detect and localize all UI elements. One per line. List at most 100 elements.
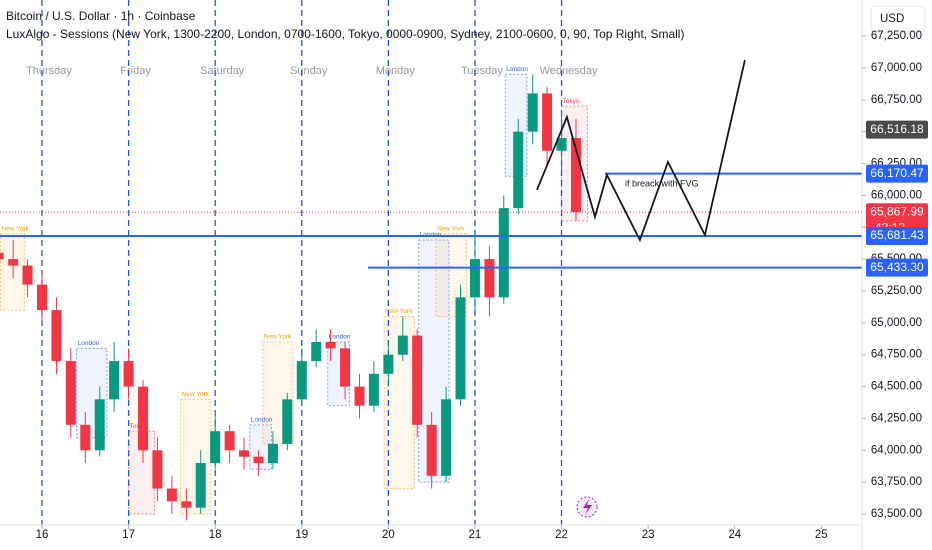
candle-body	[224, 431, 235, 451]
candle-body	[426, 424, 437, 476]
x-tick-label: 22	[555, 529, 568, 541]
candle-body	[354, 386, 365, 406]
candle-body	[109, 361, 120, 400]
price-tag	[866, 164, 928, 183]
y-tick-label: 66,000.00	[871, 189, 922, 201]
candle-body	[80, 424, 91, 451]
candle-body	[397, 335, 408, 355]
y-tick-label: 64,250.00	[871, 412, 922, 424]
candle-body	[556, 138, 567, 151]
price-tag-label: 65,681.43	[870, 228, 924, 242]
session-box	[0, 233, 26, 311]
price-tag-label: 65,867.99	[870, 204, 924, 218]
weekday-label: Friday	[120, 65, 151, 77]
currency-label[interactable]: USD	[880, 13, 904, 25]
candle-body	[239, 450, 250, 457]
candle-body	[0, 252, 4, 260]
candle-body	[296, 361, 307, 400]
candle-body	[455, 297, 466, 400]
candle-body	[65, 361, 76, 425]
candle-body	[253, 456, 264, 464]
session-label: New York	[385, 308, 413, 315]
lightning-icon	[576, 496, 598, 518]
y-tick-label: 67,000.00	[871, 62, 922, 74]
x-tick-label: 24	[728, 529, 741, 541]
candle-body	[469, 259, 480, 298]
candle-body	[412, 335, 423, 425]
weekday-label: Monday	[376, 65, 416, 77]
indicator-label: LuxAlgo - Sessions (New York, 1300-2200,…	[6, 27, 684, 41]
y-tick-label: 64,750.00	[871, 349, 922, 361]
candle-body	[311, 341, 322, 362]
y-tick-label: 64,000.00	[871, 444, 922, 456]
candle-body	[484, 259, 495, 298]
candle-body	[527, 93, 538, 132]
candle-body	[383, 354, 394, 374]
x-tick-label: 18	[209, 529, 222, 541]
weekday-label: Tuesday	[461, 65, 503, 77]
x-tick-label: 23	[642, 529, 655, 541]
candle-body	[498, 208, 509, 298]
candle-body	[166, 488, 177, 502]
weekday-label: Sunday	[290, 65, 328, 77]
currency-button[interactable]	[870, 5, 926, 33]
candle-body	[123, 361, 134, 387]
x-tick-label: 19	[295, 529, 308, 541]
session-label: London	[329, 334, 351, 341]
price-tag-label: 66,516.18	[870, 122, 924, 136]
y-tick-label: 65,250.00	[871, 285, 922, 297]
session-label: New York	[1, 225, 29, 232]
price-tag-label: 66,170.47	[870, 166, 924, 180]
price-tag-label: 65,433.30	[870, 260, 924, 274]
candle-body	[51, 310, 62, 362]
weekday-label: Saturday	[200, 65, 245, 77]
price-tag	[866, 258, 928, 277]
session-label: Tokyo	[563, 98, 580, 105]
candle-body	[542, 93, 553, 151]
session-label: New York	[437, 225, 465, 232]
candle-body	[138, 386, 149, 451]
candle-body	[325, 341, 336, 349]
plot-area: Thursday Friday Saturday Sunday Monday Tuesda…	[0, 0, 862, 525]
session-label: New York	[182, 391, 210, 398]
x-tick-label: 16	[36, 529, 49, 541]
candle-body	[152, 450, 163, 489]
session-label: London	[506, 66, 528, 73]
y-tick-label: 67,250.00	[871, 30, 922, 42]
price-tag	[866, 226, 928, 245]
candle-body	[267, 443, 278, 464]
x-tick-label: 25	[815, 529, 828, 541]
session-label: New York	[264, 334, 292, 341]
x-tick-label: 20	[382, 529, 395, 541]
candle-body	[570, 138, 581, 212]
projection-path	[536, 59, 746, 243]
y-tick-label: 64,500.00	[871, 381, 922, 393]
price-tag	[866, 120, 928, 139]
weekday-label: Wednesday	[540, 65, 598, 77]
y-tick-label: 65,000.00	[871, 317, 922, 329]
y-tick-label: 63,750.00	[871, 476, 922, 488]
session-box	[180, 398, 212, 515]
session-label: London	[251, 417, 273, 424]
candle-body	[441, 399, 452, 476]
session-label: London	[78, 340, 100, 347]
candle-body	[195, 463, 206, 508]
weekday-label: Thursday	[26, 65, 72, 77]
y-tick-label: 66,750.00	[871, 94, 922, 106]
x-tick-label: 17	[122, 529, 135, 541]
candle-body	[94, 399, 105, 451]
candle-body	[282, 399, 293, 444]
x-tick-label: 21	[469, 529, 482, 541]
candle-body	[8, 259, 19, 266]
candle-body	[210, 431, 221, 464]
candle-body	[340, 348, 351, 387]
candle-body	[368, 373, 379, 406]
candle-body	[181, 501, 192, 508]
y-tick-label: 63,500.00	[871, 508, 922, 520]
candle-body	[36, 284, 47, 311]
chart-title: Bitcoin / U.S. Dollar · 1h · Coinbase	[6, 9, 196, 23]
candle-body	[513, 131, 524, 209]
candle-body	[22, 265, 33, 285]
annotation: if breack with FVG	[625, 178, 699, 188]
